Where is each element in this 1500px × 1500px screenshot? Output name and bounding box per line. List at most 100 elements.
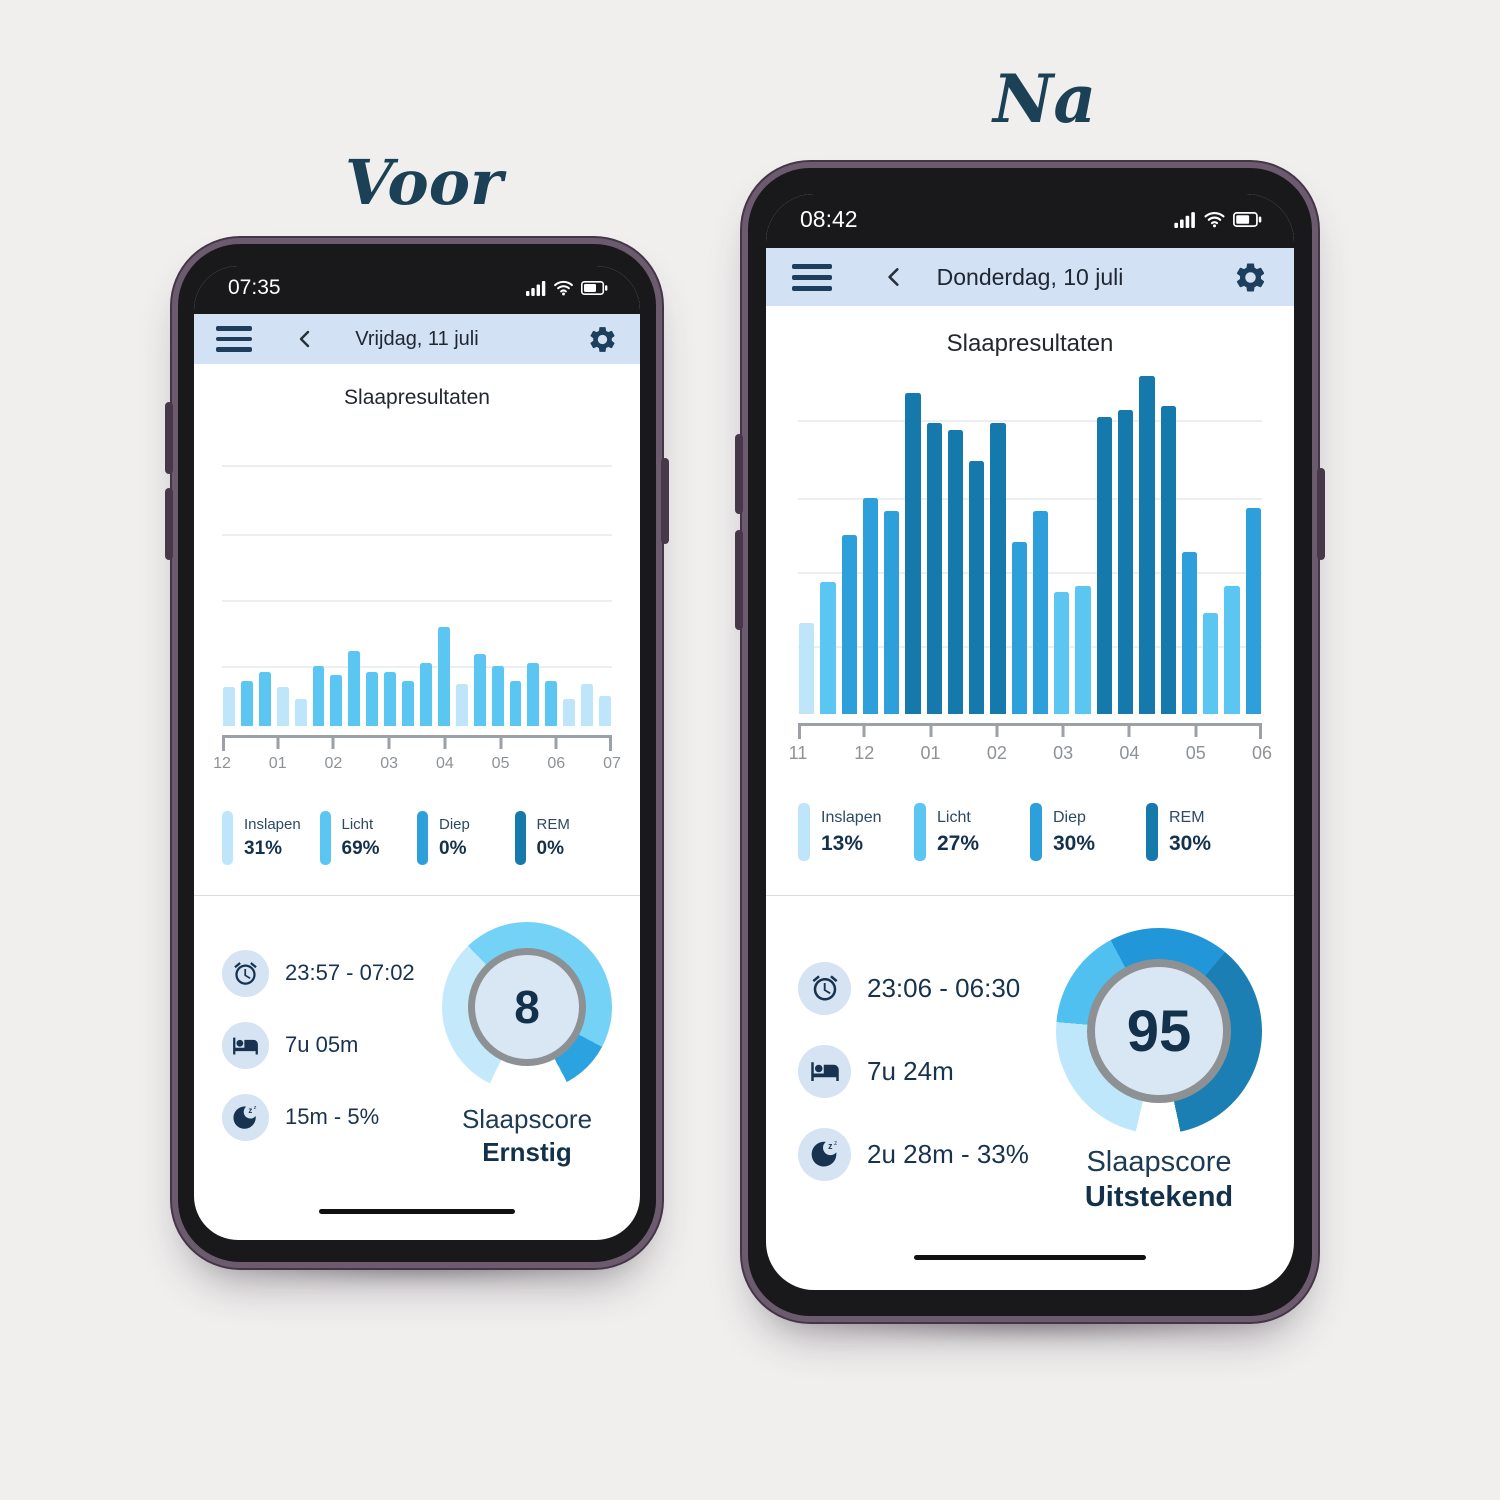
phone-after: 08:42 Donderdag, 10 juli	[735, 162, 1325, 1322]
legend-value: 69%	[341, 838, 380, 859]
back-icon[interactable]	[296, 328, 314, 350]
legend-value: 13%	[821, 831, 864, 855]
chart-bar-inslapen	[294, 699, 307, 726]
axis-label: 03	[1053, 743, 1074, 763]
stat-text: 7u 24m	[867, 1055, 954, 1086]
x-axis-labels: 12 01 02 03 04 05 06 07	[213, 755, 621, 777]
app-header: Vrijdag, 11 juli	[194, 314, 640, 364]
legend-swatch	[222, 811, 233, 865]
axis-label: 05	[491, 755, 510, 772]
axis-label: 02	[324, 755, 343, 772]
chart-bar-licht	[402, 681, 414, 726]
legend-label: Diep	[439, 816, 470, 833]
sleep-score-gauge: 8 Slaapscore Ernstig	[442, 922, 612, 1168]
alarm-clock-icon	[798, 961, 851, 1015]
axis-tick	[1194, 726, 1198, 737]
axis-tick	[1061, 726, 1065, 737]
power-button[interactable]	[661, 458, 669, 544]
stat-text: 23:06 - 06:30	[867, 972, 1021, 1003]
volume-up-button[interactable]	[165, 402, 173, 474]
legend-label: REM	[536, 816, 570, 833]
axis-label: 04	[435, 755, 454, 772]
menu-icon[interactable]	[216, 326, 252, 352]
axis-label: 12	[213, 755, 231, 772]
legend-item-licht: Licht 27%	[914, 803, 1030, 861]
home-indicator[interactable]	[319, 1209, 515, 1214]
chart-bar-licht	[419, 663, 432, 726]
legend: Inslapen 13% Licht 27% Diep 30% REM 30%	[798, 803, 1262, 861]
legend-swatch	[1030, 803, 1042, 861]
power-button[interactable]	[1317, 468, 1325, 560]
bars	[222, 426, 612, 726]
gridline	[222, 600, 612, 602]
chart-bar-rem	[990, 423, 1006, 714]
battery-icon	[581, 281, 608, 295]
app-header: Donderdag, 10 juli	[766, 248, 1294, 306]
gauge-verdict: Uitstekend	[1084, 1181, 1234, 1213]
wifi-icon	[1203, 211, 1226, 228]
phone-screen: 07:35 Vrijdag, 11 juli	[194, 266, 640, 1240]
sleep-chart: 12 01 02 03 04 05 06 07	[213, 426, 621, 777]
chart-bar-diep	[1245, 507, 1261, 714]
gauge-verdict: Ernstig	[482, 1137, 572, 1167]
volume-down-button[interactable]	[735, 530, 743, 630]
legend-swatch	[417, 811, 428, 865]
status-icons	[1174, 211, 1262, 228]
back-icon[interactable]	[884, 265, 904, 289]
axis-tick	[554, 738, 558, 749]
chart-bar-inslapen	[599, 696, 611, 726]
signal-icon	[526, 280, 546, 296]
axis-label: 01	[920, 743, 941, 763]
chart-bar-diep	[841, 534, 857, 714]
status-time: 07:35	[228, 276, 281, 299]
legend-swatch	[914, 803, 926, 861]
chart-bar-rem	[1160, 406, 1176, 714]
settings-gear-icon[interactable]	[587, 324, 618, 355]
legend-label: REM	[1169, 808, 1205, 826]
gridline	[222, 534, 612, 536]
header-date: Vrijdag, 11 juli	[355, 327, 479, 350]
page-title: Slaapresultaten	[946, 330, 1114, 357]
chart-bar-rem	[905, 392, 921, 714]
settings-gear-icon[interactable]	[1233, 260, 1268, 295]
gauge-center: 8	[468, 948, 586, 1066]
sleep-score-gauge: 95 Slaapscore Uitstekend	[1056, 928, 1262, 1214]
volume-down-button[interactable]	[165, 488, 173, 560]
stat-text: 2u 28m - 33%	[867, 1138, 1029, 1169]
svg-text:z: z	[248, 1105, 252, 1114]
status-time: 08:42	[800, 205, 858, 232]
legend-swatch	[319, 811, 331, 865]
gauge-ring: 95	[1056, 928, 1262, 1134]
chart-bar-licht	[1224, 585, 1240, 714]
legend-swatch	[514, 811, 526, 865]
chart-bar-licht	[820, 582, 836, 714]
axis-tick	[995, 726, 999, 737]
chart-bar-licht	[545, 681, 558, 726]
chart-bar-rem	[926, 423, 942, 714]
axis-tick	[443, 738, 447, 749]
legend-item-inslapen: Inslapen 31%	[222, 811, 320, 865]
status-bar: 07:35	[194, 266, 640, 314]
legend-label: Diep	[1053, 808, 1086, 826]
section-divider	[766, 895, 1294, 896]
chart-bar-licht	[473, 654, 486, 726]
gauge-label: Slaapscore	[461, 1104, 593, 1134]
chart-bar-inslapen	[581, 684, 594, 726]
chart-bar-inslapen	[223, 687, 235, 726]
chart-bar-licht	[1054, 592, 1070, 714]
volume-up-button[interactable]	[735, 434, 743, 514]
legend-item-rem: REM 30%	[1146, 803, 1262, 861]
chart-bar-licht	[437, 627, 450, 726]
home-indicator[interactable]	[914, 1255, 1146, 1260]
sleep-chart: 11 12 01 02 03 04 05 06	[789, 376, 1272, 765]
before-caption: Voor	[345, 146, 503, 219]
stat-sleep-window: 23:06 - 06:30	[798, 961, 1029, 1015]
axis-label: 04	[1119, 743, 1140, 763]
gridline	[798, 572, 1262, 575]
axis-label: 07	[603, 755, 621, 772]
menu-icon[interactable]	[792, 263, 832, 291]
axis-label: 01	[268, 755, 287, 772]
axis-tick	[331, 738, 335, 749]
